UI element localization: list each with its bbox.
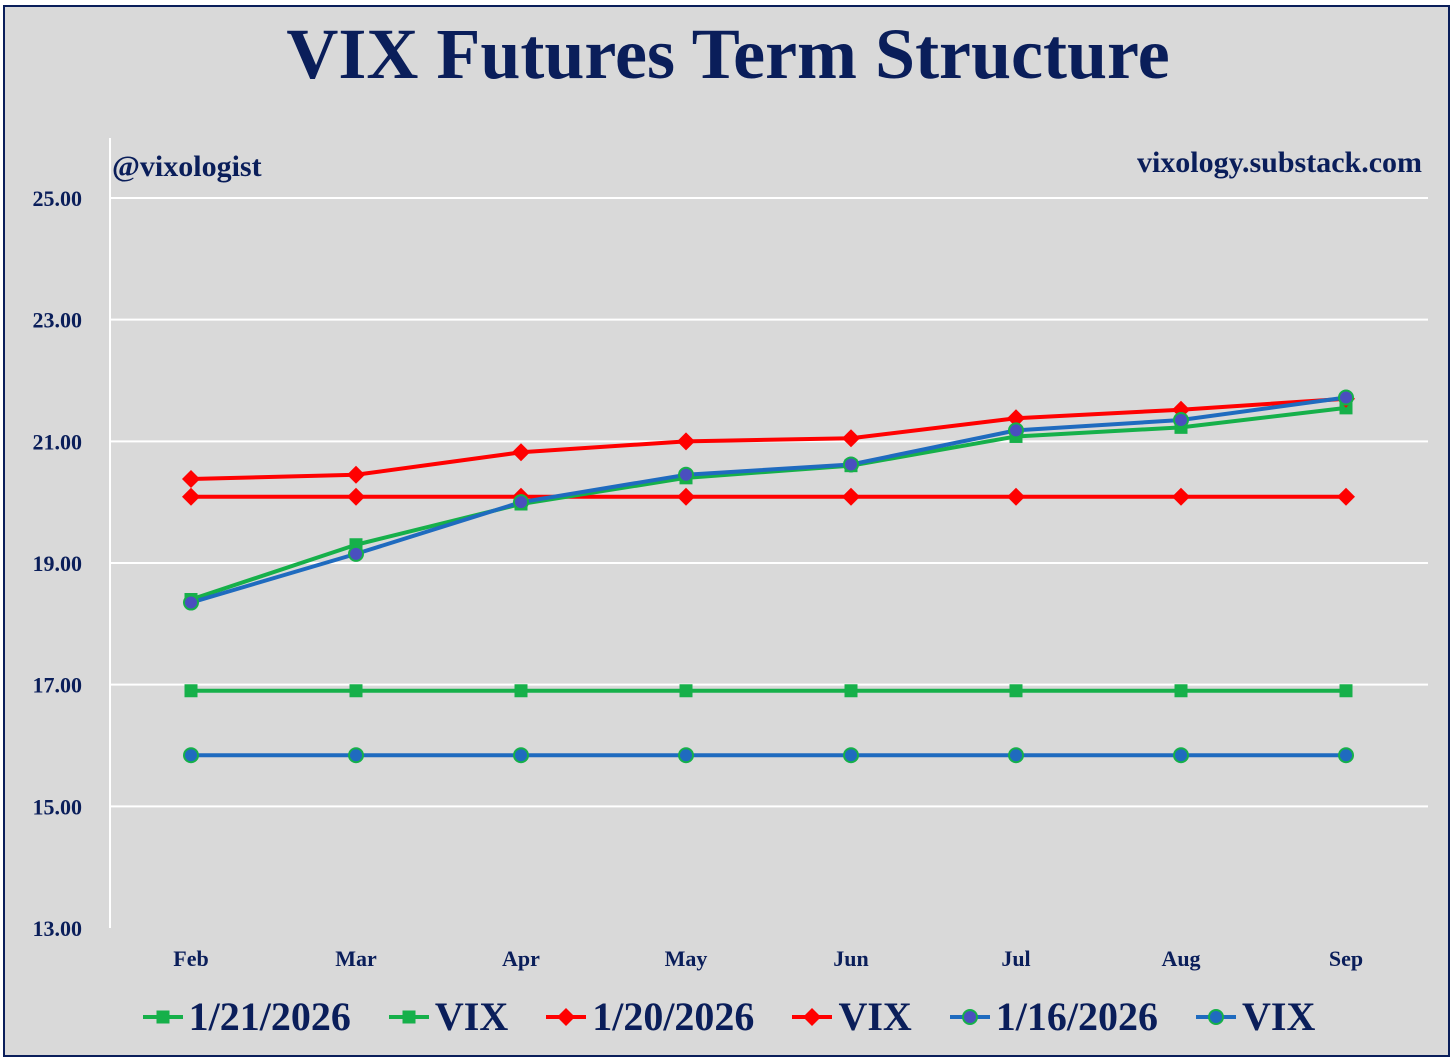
legend-entry: 1/16/2026: [948, 997, 1158, 1037]
data-point-1-4: [844, 684, 858, 698]
y-tick-label: 15.00: [33, 794, 83, 819]
legend-label: VIX: [434, 994, 509, 1039]
data-point-1-1: [349, 684, 363, 698]
data-point-3-6: [1172, 487, 1190, 506]
y-tick-label: 25.00: [33, 186, 83, 211]
data-point-5-5: [1008, 747, 1024, 764]
series-line-4: [190, 395, 1347, 605]
legend-swatch: [142, 1010, 183, 1024]
data-point-2-5: [1007, 409, 1025, 428]
data-point-1-7: [1339, 684, 1353, 698]
legend-entry: 1/21/2026: [141, 997, 351, 1037]
data-point-4-6: [1173, 412, 1189, 429]
plot-area: 25.00 23.00 21.00 19.00 17.00 15.00 13.00 Feb Ma…: [33, 138, 1428, 971]
chart-title: VIX Futures Term Structure: [286, 14, 1170, 94]
data-point-1-5: [1009, 684, 1023, 698]
legend-swatch: [546, 1008, 587, 1026]
chart-frame: [3, 5, 1450, 1057]
data-point-5-6: [1173, 747, 1189, 764]
legend-label: VIX: [838, 994, 912, 1039]
data-point-5-3: [678, 747, 694, 764]
data-point-2-3: [677, 432, 695, 451]
data-point-1-0: [184, 684, 198, 698]
data-point-2-4: [842, 429, 860, 448]
data-point-3-0: [182, 487, 200, 506]
x-tick-label: Jun: [833, 946, 868, 971]
data-point-5-4: [843, 747, 859, 764]
data-point-5-1: [348, 747, 364, 764]
legend-entry: VIX: [387, 997, 508, 1037]
data-point-1-3: [679, 684, 693, 698]
x-tick-label: Aug: [1161, 946, 1200, 971]
data-point-3-7: [1337, 487, 1355, 506]
x-tick-label: Jul: [1001, 946, 1030, 971]
legend-entry: 1/20/2026: [544, 997, 754, 1037]
x-tick-label: Mar: [335, 946, 377, 971]
data-point-2-1: [347, 465, 365, 484]
data-point-4-4: [843, 456, 859, 473]
data-point-1-2: [514, 684, 528, 698]
y-tick-label: 19.00: [33, 551, 83, 576]
data-point-4-1: [348, 545, 364, 562]
series-line-0: [190, 405, 1347, 602]
data-point-4-2: [513, 494, 529, 511]
legend-swatch: [1196, 1009, 1237, 1025]
data-point-2-0: [182, 470, 200, 489]
series-line-2: [190, 396, 1347, 482]
legend-swatch: [792, 1008, 833, 1026]
legend-label: 1/20/2026: [592, 994, 755, 1039]
data-point-4-5: [1008, 422, 1024, 439]
y-tick-label: 13.00: [33, 916, 83, 941]
data-point-1-6: [1174, 684, 1188, 698]
legend-label: 1/16/2026: [995, 994, 1159, 1039]
y-tick-label: 21.00: [33, 429, 83, 454]
data-point-3-5: [1007, 487, 1025, 506]
x-tick-label: Feb: [173, 946, 208, 971]
data-point-3-1: [347, 487, 365, 506]
data-point-2-2: [512, 443, 530, 462]
data-point-5-2: [513, 747, 529, 764]
data-point-5-0: [183, 747, 199, 764]
data-point-4-7: [1338, 389, 1354, 406]
legend-swatch: [388, 1010, 429, 1024]
x-tick-label: Apr: [502, 946, 540, 971]
data-point-4-3: [678, 466, 694, 483]
legend-swatch: [949, 1009, 990, 1025]
data-point-3-4: [842, 487, 860, 506]
legend-label: VIX: [1242, 994, 1316, 1039]
legend-label: 1/21/2026: [188, 994, 351, 1039]
y-tick-label: 17.00: [33, 673, 83, 698]
x-tick-label: Sep: [1329, 946, 1363, 971]
handle-annotation: @vixologist: [112, 150, 262, 183]
data-point-5-7: [1338, 747, 1354, 764]
x-tick-label: May: [665, 946, 708, 971]
legend-entry: VIX: [1194, 997, 1315, 1037]
site-annotation: vixology.substack.com: [1136, 146, 1422, 179]
y-tick-label: 23.00: [33, 308, 83, 333]
data-point-3-3: [677, 487, 695, 506]
legend-entry: VIX: [790, 994, 912, 1039]
legend: 1/21/2026 VIX 1/20/2026 VIX 1/16/2026 VIX: [0, 992, 1456, 1042]
data-point-4-0: [183, 594, 199, 611]
